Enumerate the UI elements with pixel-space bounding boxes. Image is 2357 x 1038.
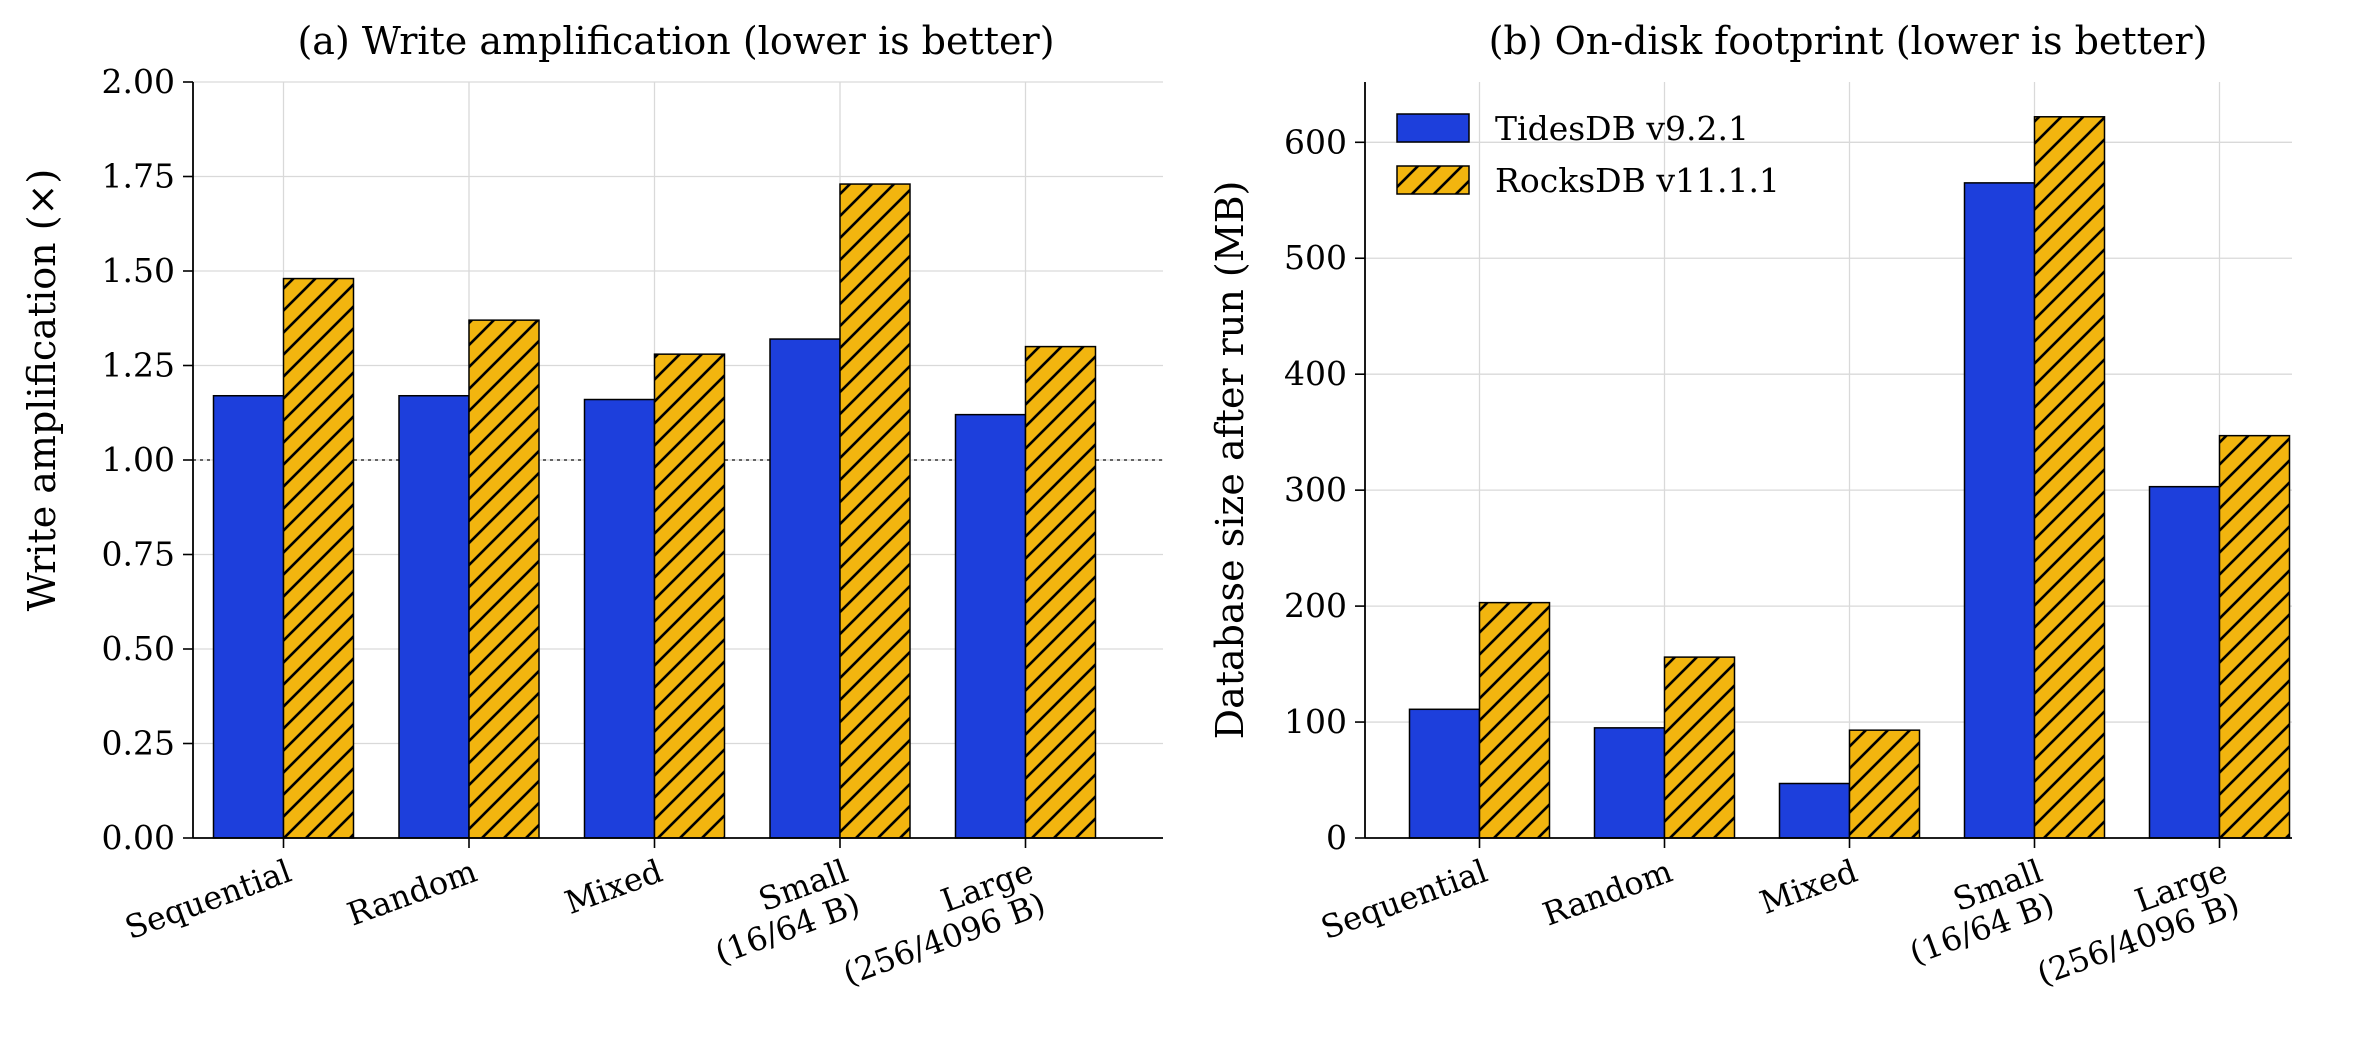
legend: TidesDB v9.2.1 RocksDB v11.1.1 bbox=[1396, 109, 1780, 200]
x-tick-label-line: Sequential bbox=[120, 852, 296, 947]
y-axis-label-b: Database size after run (MB) bbox=[1208, 181, 1252, 740]
bar-rocksdb bbox=[468, 319, 540, 839]
bar-rocksdb bbox=[1478, 601, 1551, 839]
bar-rocksdb bbox=[2033, 116, 2106, 839]
bar-rocksdb bbox=[282, 277, 355, 839]
bar-rocksdb bbox=[653, 353, 726, 839]
y-tick-label: 0.25 bbox=[102, 724, 175, 763]
y-tick-label: 0 bbox=[1326, 818, 1347, 857]
legend-swatch-tidesdb bbox=[1396, 113, 1470, 143]
y-tick-label: 1.25 bbox=[102, 346, 175, 385]
x-tick-label-line: Mixed bbox=[1755, 852, 1862, 922]
bar-rocksdb bbox=[1024, 345, 1097, 839]
y-tick-label: 300 bbox=[1284, 470, 1347, 509]
y-tick-label: 1.00 bbox=[102, 440, 175, 479]
bar-rocksdb bbox=[839, 183, 911, 839]
y-tick-label: 200 bbox=[1284, 586, 1347, 625]
bar-rocksdb bbox=[1848, 729, 1921, 839]
y-ticks-b: 0 100 200 300 400 500 600 bbox=[1284, 122, 1365, 857]
axes-b bbox=[1364, 82, 2292, 839]
bar-tidesdb bbox=[398, 394, 470, 839]
panel-write-amplification: 0.00 0.25 0.50 0.75 1.00 1.25 1.50 1.75 2.00 Seq… bbox=[20, 19, 1163, 993]
y-axis-label-a: Write amplification (×) bbox=[20, 169, 64, 611]
x-tick-label: Random bbox=[1538, 852, 1677, 934]
y-tick-label: 0.75 bbox=[102, 535, 175, 574]
x-tick-label: Sequential bbox=[1316, 852, 1492, 947]
y-tick-label: 2.00 bbox=[102, 62, 175, 101]
y-ticks-a: 0.00 0.25 0.50 0.75 1.00 1.25 1.50 1.75 2.00 bbox=[102, 62, 193, 857]
y-tick-label: 400 bbox=[1284, 354, 1347, 393]
legend-label-tidesdb: TidesDB v9.2.1 bbox=[1495, 109, 1749, 148]
x-tick-label: Random bbox=[342, 852, 481, 934]
y-tick-label: 500 bbox=[1284, 238, 1347, 277]
bar-rocksdb bbox=[2218, 434, 2291, 839]
y-tick-label: 1.75 bbox=[102, 157, 175, 196]
x-tick-label: Mixed bbox=[560, 852, 667, 922]
x-tick-label-line: Sequential bbox=[1316, 852, 1492, 947]
chart-title-a: (a) Write amplification (lower is better… bbox=[297, 19, 1054, 63]
bar-rocksdb bbox=[1663, 656, 1736, 839]
y-tick-label: 100 bbox=[1284, 702, 1347, 741]
bar-tidesdb bbox=[1408, 708, 1481, 839]
bar-tidesdb bbox=[1778, 782, 1851, 839]
bar-tidesdb bbox=[1593, 727, 1666, 839]
x-tick-label-line: Random bbox=[342, 852, 481, 934]
x-ticks-a: Sequential Random Mixed Small(16/64 B) Large… bbox=[120, 838, 1050, 993]
x-tick-label: Large(256/4096 B) bbox=[826, 852, 1050, 993]
x-tick-label: Sequential bbox=[120, 852, 296, 947]
y-tick-label: 0.50 bbox=[102, 629, 175, 668]
y-tick-label: 600 bbox=[1284, 122, 1347, 161]
x-tick-label-line: Mixed bbox=[560, 852, 667, 922]
y-tick-label: 0.00 bbox=[102, 818, 175, 857]
legend-label-rocksdb: RocksDB v11.1.1 bbox=[1495, 161, 1780, 200]
bar-tidesdb bbox=[1963, 182, 2036, 839]
x-ticks-b: Sequential Random Mixed Small(16/64 B) Large… bbox=[1316, 838, 2244, 993]
bar-tidesdb bbox=[583, 398, 656, 839]
bars-a bbox=[212, 183, 1097, 839]
panel-on-disk-footprint: 0 100 200 300 400 500 600 Sequential Random Mixe… bbox=[1208, 19, 2292, 993]
x-tick-label: Mixed bbox=[1755, 852, 1862, 922]
x-tick-label: Small(16/64 B) bbox=[1892, 852, 2059, 972]
y-tick-label: 1.50 bbox=[102, 251, 175, 290]
bar-tidesdb bbox=[2148, 485, 2221, 839]
legend-swatch-rocksdb bbox=[1396, 165, 1470, 195]
bar-tidesdb bbox=[954, 413, 1027, 839]
x-tick-label: Small(16/64 B) bbox=[698, 852, 865, 972]
chart-title-b: (b) On-disk footprint (lower is better) bbox=[1489, 19, 2208, 63]
bar-tidesdb bbox=[212, 394, 285, 839]
x-tick-label-line: Random bbox=[1538, 852, 1677, 934]
bar-tidesdb bbox=[769, 338, 841, 839]
